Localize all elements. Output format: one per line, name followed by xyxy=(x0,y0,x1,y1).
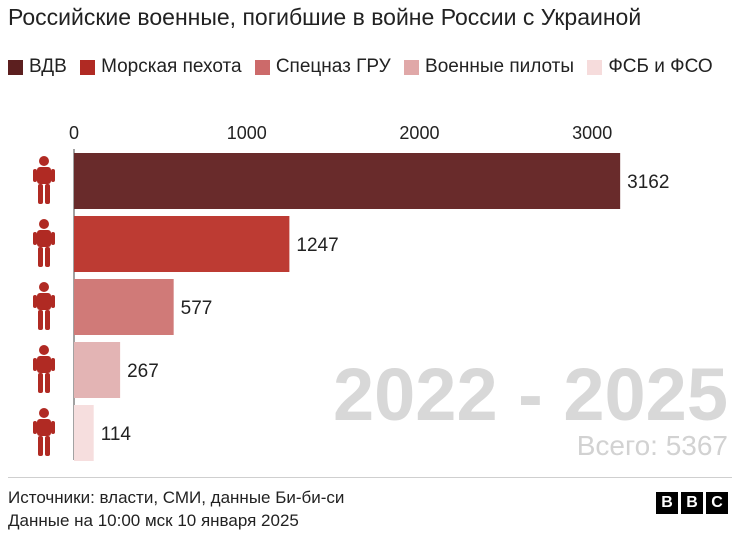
soldier-icon xyxy=(33,219,55,267)
legend-swatch xyxy=(8,59,23,75)
bar-2 xyxy=(74,216,290,272)
legend-item-pilots: Военные пилоты xyxy=(404,54,574,80)
bar-chart: 0 1000 2000 3000 3162 1247 577 267 114 xyxy=(33,123,669,461)
legend-swatch xyxy=(254,59,270,75)
bbc-logo: B B C xyxy=(656,492,728,514)
total-label: Всего: 5367 xyxy=(576,430,728,461)
legend-label: ВДВ xyxy=(29,56,67,77)
bar-value-label: 114 xyxy=(101,424,132,445)
x-tick-label: 1000 xyxy=(227,123,267,143)
legend-item-gru: Спецназ ГРУ xyxy=(254,54,391,80)
legend-swatch xyxy=(80,59,96,75)
soldier-icon xyxy=(33,282,55,330)
legend-item-vdv: ВДВ xyxy=(8,54,67,80)
bbc-logo-letter: B xyxy=(656,492,678,514)
legend-swatch xyxy=(587,59,603,75)
bar-value-label: 3162 xyxy=(627,172,669,193)
x-tick-label: 0 xyxy=(69,123,79,143)
legend-label: ФСБ и ФСО xyxy=(608,56,713,77)
bar-value-label: 1247 xyxy=(296,235,338,256)
x-tick-label: 2000 xyxy=(399,123,439,143)
bar-5 xyxy=(74,405,94,461)
bar-value-label: 267 xyxy=(127,361,159,382)
legend-item-fsb: ФСБ и ФСО xyxy=(587,54,713,80)
soldier-icon xyxy=(33,156,55,204)
legend-label: Морская пехота xyxy=(101,56,242,77)
bbc-logo-letter: B xyxy=(681,492,703,514)
soldier-icon xyxy=(33,345,55,393)
legend: ВДВ Морская пехота Спецназ ГРУ Военные п… xyxy=(8,54,728,82)
bar-value-label: 577 xyxy=(181,298,213,319)
period-watermark: 2022 - 2025 xyxy=(332,353,728,436)
footer-date: Данные на 10:00 мск 10 января 2025 xyxy=(8,511,299,530)
footer-divider xyxy=(8,477,732,478)
footer-sources: Источники: власти, СМИ, данные Би-би-си xyxy=(8,488,345,507)
legend-label: Спецназ ГРУ xyxy=(275,56,391,77)
x-tick-label: 3000 xyxy=(572,123,612,143)
bar-4 xyxy=(74,342,121,398)
bar-3 xyxy=(74,279,174,335)
legend-swatch xyxy=(404,59,420,75)
legend-item-marines: Морская пехота xyxy=(80,54,242,80)
soldier-icon xyxy=(33,408,55,456)
bbc-logo-letter: C xyxy=(706,492,728,514)
legend-label: Военные пилоты xyxy=(425,56,575,77)
bar-1 xyxy=(74,153,621,209)
chart-title: Российские военные, погибшие в войне Рос… xyxy=(8,4,642,30)
